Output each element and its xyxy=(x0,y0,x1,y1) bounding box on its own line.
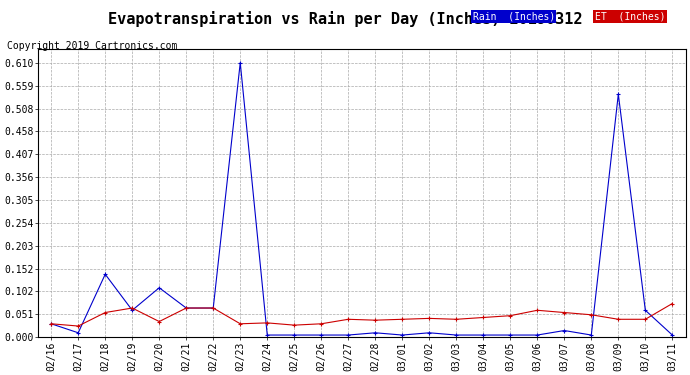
Text: Evapotranspiration vs Rain per Day (Inches) 20190312: Evapotranspiration vs Rain per Day (Inch… xyxy=(108,11,582,27)
Text: Rain  (Inches): Rain (Inches) xyxy=(473,11,555,21)
Text: ET  (Inches): ET (Inches) xyxy=(595,11,665,21)
Text: Copyright 2019 Cartronics.com: Copyright 2019 Cartronics.com xyxy=(7,41,177,51)
